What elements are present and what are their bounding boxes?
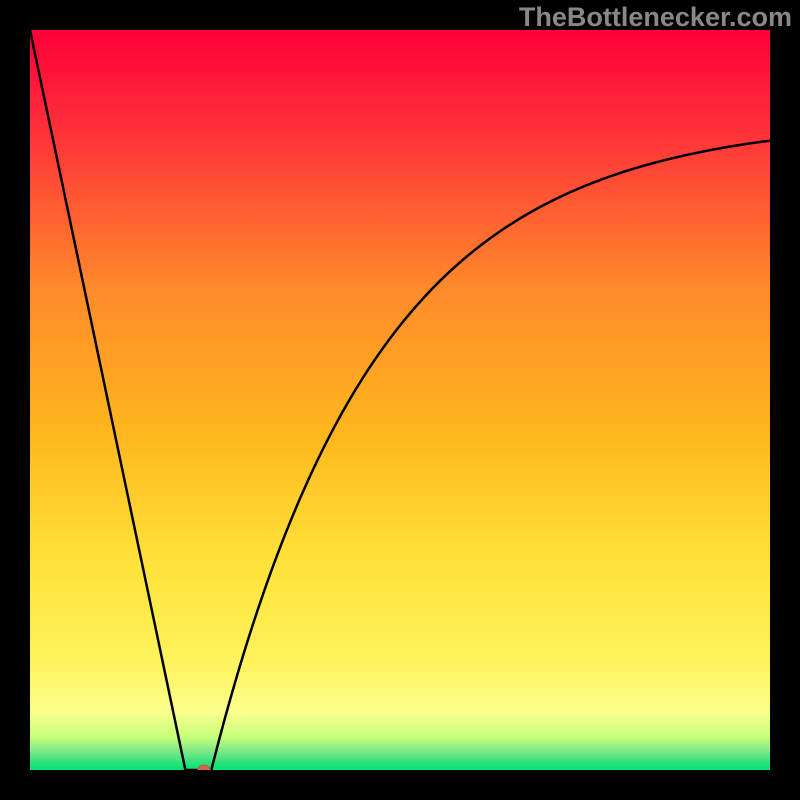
curve-layer [30, 30, 770, 770]
bottleneck-curve [30, 30, 770, 770]
watermark-text: TheBottlenecker.com [519, 2, 792, 33]
chart-container: TheBottlenecker.com [0, 0, 800, 800]
plot-area [30, 30, 770, 770]
optimal-marker [197, 765, 210, 770]
